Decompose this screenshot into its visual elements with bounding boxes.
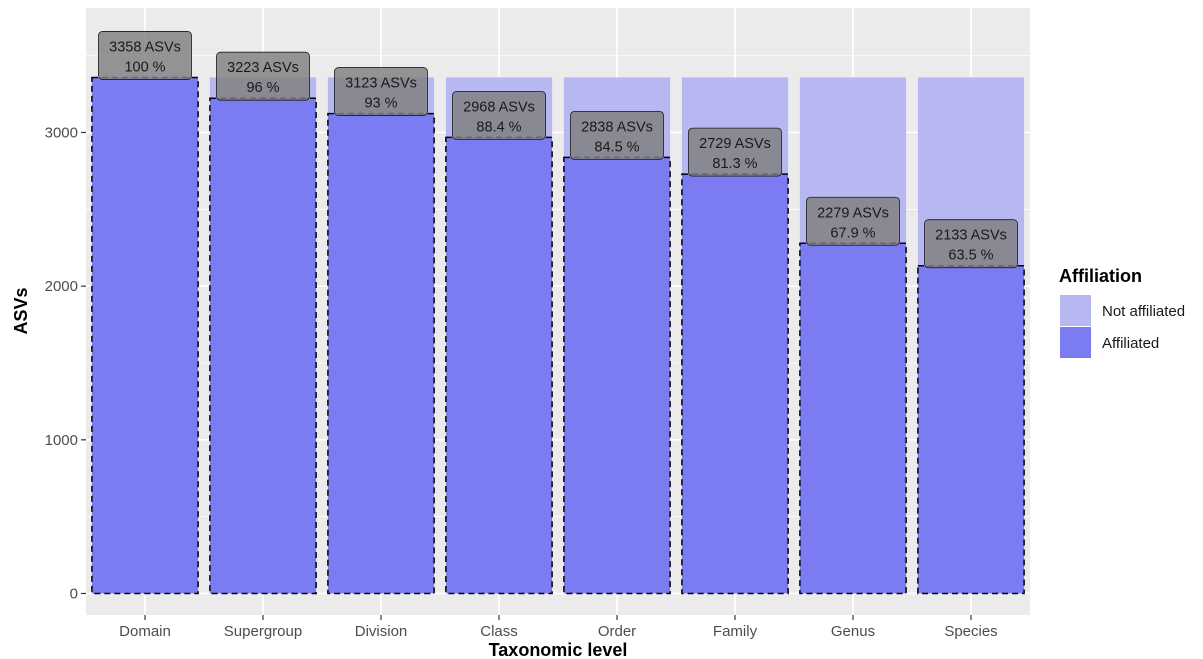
legend-key-affiliated: [1060, 327, 1091, 358]
data-label-box: [924, 219, 1018, 269]
legend-title: Affiliation: [1059, 266, 1142, 286]
data-label-percent: 100 %: [124, 59, 165, 75]
y-tick-label: 2000: [45, 278, 78, 295]
legend-key-not-affiliated: [1060, 295, 1091, 326]
bar-affiliated-genus: [799, 243, 907, 594]
legend-label-affiliated: Affiliated: [1102, 335, 1159, 352]
data-label-percent: 63.5 %: [948, 248, 993, 264]
data-label-percent: 81.3 %: [712, 156, 757, 172]
x-tick-label: Order: [598, 623, 636, 640]
bar-affiliated-family: [681, 174, 789, 594]
y-tick-label: 1000: [45, 432, 78, 449]
data-label-count: 2729 ASVs: [699, 136, 771, 152]
y-tick-label: 3000: [45, 124, 78, 141]
x-tick-label: Supergroup: [224, 623, 302, 640]
bar-affiliated-supergroup: [209, 98, 317, 594]
data-label-percent: 96 %: [246, 80, 279, 96]
legend: Affiliation Not affiliated Affiliated: [1059, 266, 1185, 358]
x-tick-label: Class: [480, 623, 518, 640]
x-tick-label: Division: [355, 623, 408, 640]
data-label-box: [688, 127, 782, 177]
data-label-box: [452, 90, 546, 140]
data-label-count: 2133 ASVs: [935, 228, 1007, 244]
data-label-count: 2279 ASVs: [817, 205, 889, 221]
bar-affiliated-class: [445, 137, 553, 594]
x-tick-label: Domain: [119, 623, 171, 640]
legend-label-not-affiliated: Not affiliated: [1102, 303, 1185, 320]
y-axis-title: ASVs: [11, 287, 31, 334]
data-label-box: [570, 110, 664, 160]
data-label-percent: 84.5 %: [594, 139, 639, 155]
data-label-percent: 93 %: [364, 96, 397, 112]
data-label-count: 2968 ASVs: [463, 99, 535, 115]
data-label-percent: 67.9 %: [830, 225, 875, 241]
y-tick-label: 0: [70, 585, 78, 602]
data-label-count: 3358 ASVs: [109, 39, 181, 55]
data-label-count: 2838 ASVs: [581, 119, 653, 135]
data-labels: 3358 ASVs 100 % 3223 ASVs 96 % 3123 ASVs 93 %…: [98, 31, 1018, 269]
bar-affiliated-domain: [91, 77, 199, 594]
data-label-count: 3223 ASVs: [227, 60, 299, 76]
x-axis: Domain Supergroup Division Class Order Family…: [119, 615, 998, 640]
data-label-box: [98, 31, 192, 80]
y-axis: 0 1000 2000 3000: [45, 124, 86, 602]
x-axis-title: Taxonomic level: [489, 640, 628, 659]
x-tick-label: Species: [944, 623, 997, 640]
data-label-box: [216, 51, 310, 101]
data-label-percent: 88.4 %: [476, 119, 521, 135]
data-label-count: 3123 ASVs: [345, 76, 417, 92]
x-tick-label: Genus: [831, 623, 875, 640]
bar-affiliated-division: [327, 113, 435, 594]
data-label-box: [334, 67, 428, 116]
bar-affiliated-species: [917, 265, 1025, 594]
bar-affiliated-order: [563, 157, 671, 594]
bars: [91, 76, 1025, 595]
x-tick-label: Family: [713, 623, 758, 640]
data-label-box: [806, 196, 900, 246]
